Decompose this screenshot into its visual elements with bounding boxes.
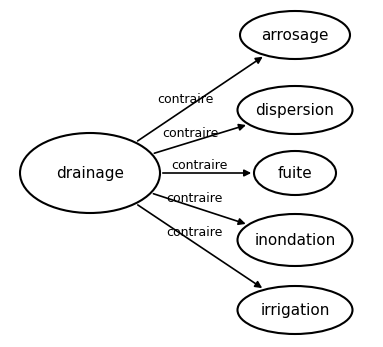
Ellipse shape — [240, 11, 350, 59]
Text: fuite: fuite — [278, 166, 313, 180]
Text: drainage: drainage — [56, 166, 124, 180]
Text: irrigation: irrigation — [260, 303, 330, 318]
Ellipse shape — [20, 133, 160, 213]
Ellipse shape — [237, 86, 352, 134]
Text: contraire: contraire — [166, 227, 222, 239]
Text: contraire: contraire — [157, 93, 214, 106]
Text: dispersion: dispersion — [255, 102, 334, 118]
Ellipse shape — [237, 214, 352, 266]
Text: contraire: contraire — [166, 192, 223, 205]
Text: inondation: inondation — [254, 232, 336, 247]
Ellipse shape — [254, 151, 336, 195]
Text: contraire: contraire — [162, 127, 218, 141]
Text: contraire: contraire — [171, 159, 228, 171]
Ellipse shape — [237, 286, 352, 334]
Text: arrosage: arrosage — [261, 27, 329, 42]
